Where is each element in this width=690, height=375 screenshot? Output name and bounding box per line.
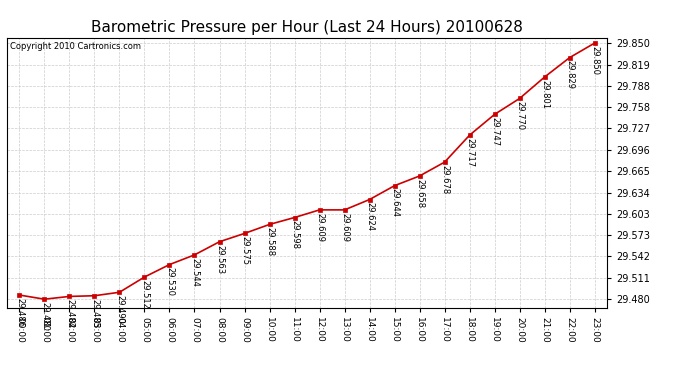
- Text: 29.829: 29.829: [565, 60, 574, 89]
- Text: 29.588: 29.588: [265, 227, 274, 256]
- Text: 29.544: 29.544: [190, 258, 199, 286]
- Text: 29.658: 29.658: [415, 179, 424, 208]
- Text: 29.770: 29.770: [515, 101, 524, 130]
- Text: 29.850: 29.850: [590, 46, 599, 75]
- Text: Copyright 2010 Cartronics.com: Copyright 2010 Cartronics.com: [10, 42, 141, 51]
- Text: 29.563: 29.563: [215, 244, 224, 274]
- Text: 29.530: 29.530: [165, 267, 174, 296]
- Text: 29.624: 29.624: [365, 202, 374, 231]
- Text: 29.609: 29.609: [340, 213, 349, 242]
- Text: 29.609: 29.609: [315, 213, 324, 242]
- Text: 29.485: 29.485: [90, 298, 99, 327]
- Text: 29.801: 29.801: [540, 80, 549, 109]
- Text: 29.575: 29.575: [240, 236, 249, 265]
- Text: 29.644: 29.644: [390, 188, 399, 218]
- Text: 29.717: 29.717: [465, 138, 474, 167]
- Text: 29.490: 29.490: [115, 295, 124, 324]
- Text: 29.484: 29.484: [65, 299, 74, 328]
- Text: 29.512: 29.512: [140, 280, 149, 309]
- Text: 29.486: 29.486: [15, 298, 24, 327]
- Text: 29.678: 29.678: [440, 165, 449, 194]
- Title: Barometric Pressure per Hour (Last 24 Hours) 20100628: Barometric Pressure per Hour (Last 24 Ho…: [91, 20, 523, 35]
- Text: 29.598: 29.598: [290, 220, 299, 249]
- Text: 29.480: 29.480: [40, 302, 49, 331]
- Text: 29.747: 29.747: [490, 117, 499, 146]
